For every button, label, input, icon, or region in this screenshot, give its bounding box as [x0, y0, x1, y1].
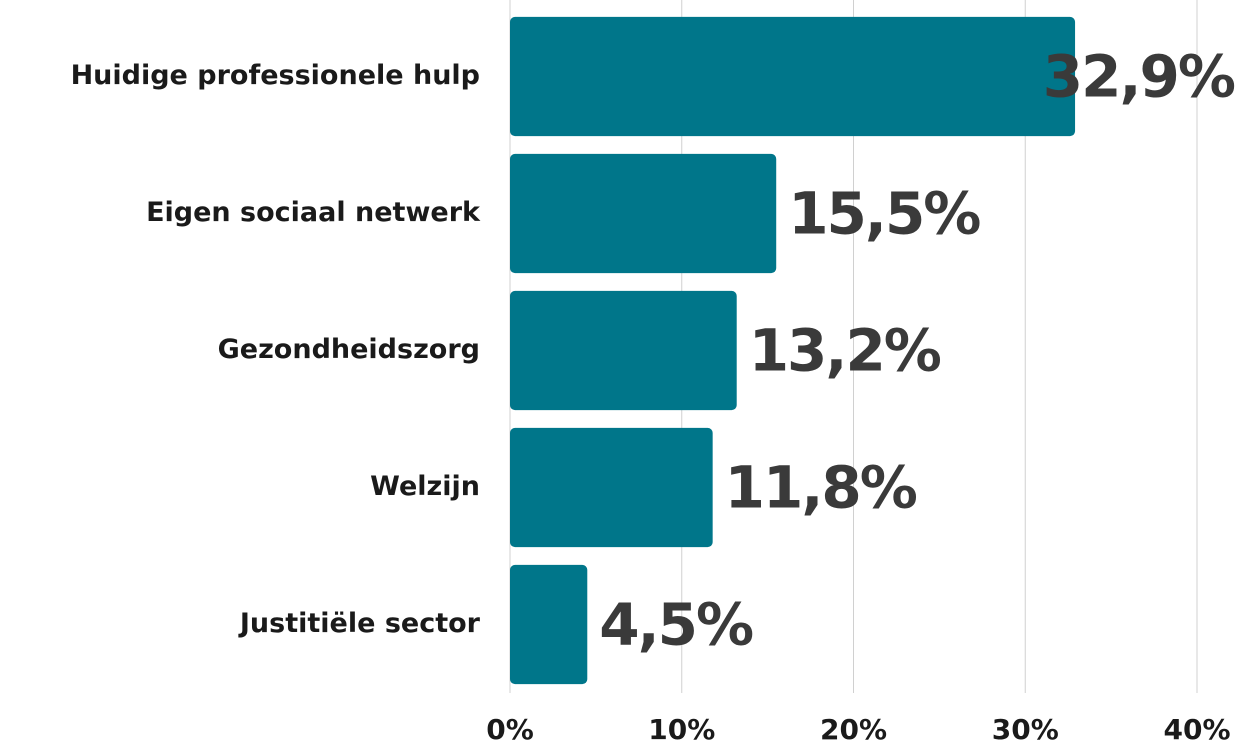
category-label: Gezondheidszorg: [218, 334, 480, 365]
value-label: 15,5%: [788, 180, 980, 248]
bar: [510, 564, 588, 685]
value-label: 4,5%: [599, 591, 753, 659]
x-tick-label: 10%: [648, 713, 715, 746]
x-tick-label: 30%: [992, 713, 1059, 746]
bar: [510, 16, 1076, 137]
category-label: Huidige professionele hulp: [71, 60, 480, 91]
value-label: 13,2%: [749, 317, 941, 385]
category-label: Eigen sociaal netwerk: [146, 197, 481, 228]
bar: [510, 153, 777, 274]
x-tick-label: 0%: [486, 713, 534, 746]
value-label: 32,9%: [1043, 43, 1235, 111]
category-label: Justitiële sector: [238, 608, 481, 639]
category-label: Welzijn: [370, 471, 480, 502]
x-tick-label: 20%: [820, 713, 887, 746]
x-tick-label: 40%: [1163, 713, 1230, 746]
bar: [510, 427, 713, 548]
bar: [510, 290, 737, 411]
value-label: 11,8%: [725, 454, 917, 522]
